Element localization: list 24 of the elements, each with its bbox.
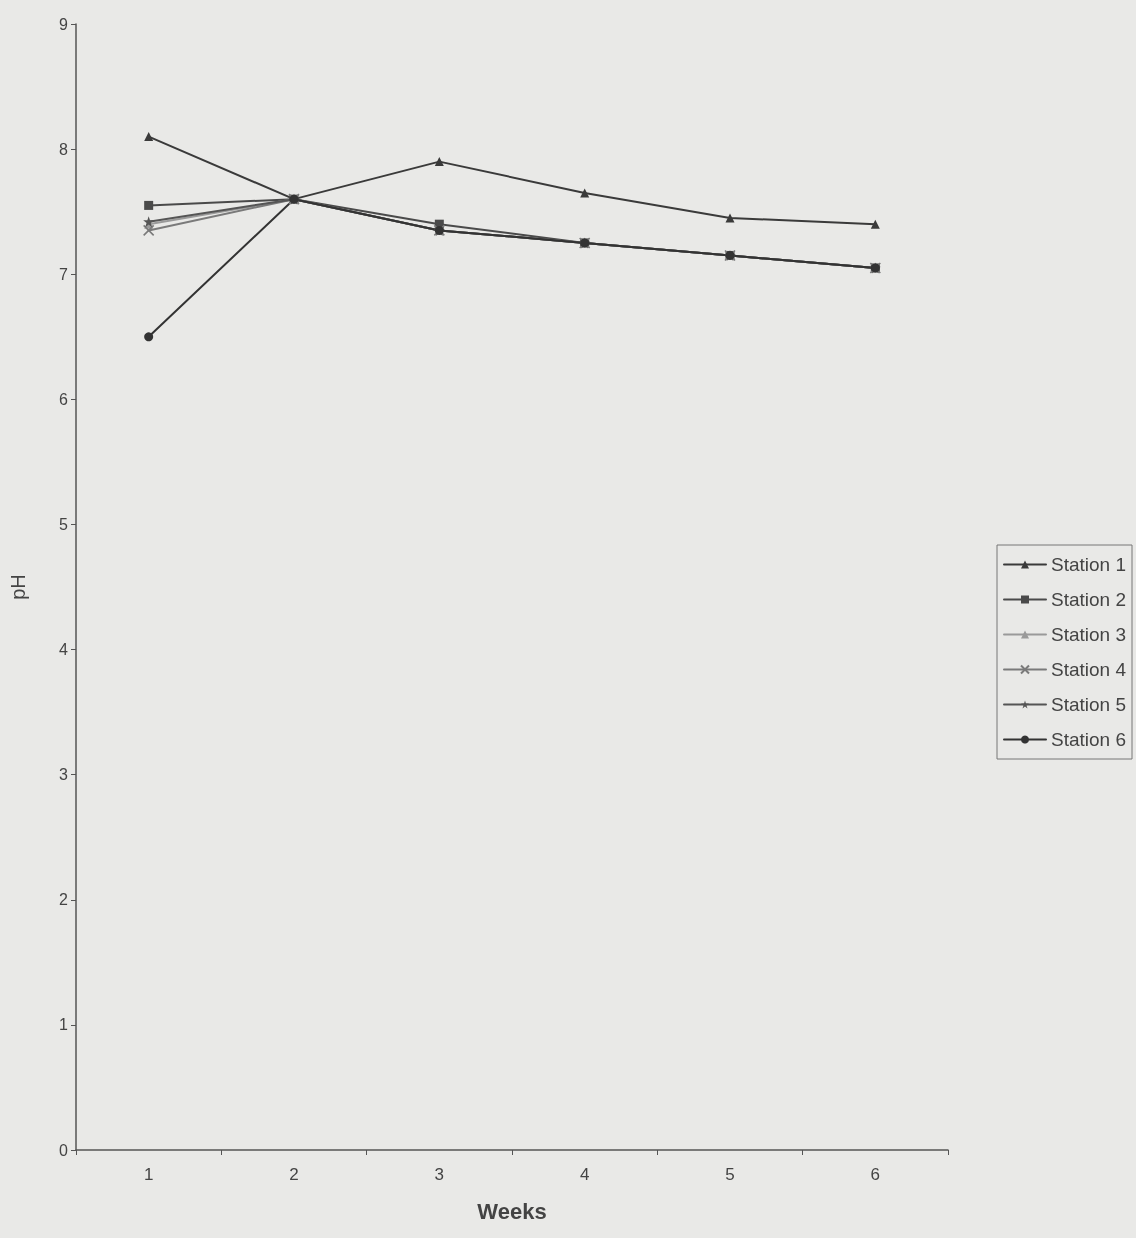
y-tick-label: 2	[59, 891, 69, 909]
legend-label: Station 1	[1051, 554, 1126, 575]
y-tick-label: 8	[59, 140, 69, 158]
y-axis-title: pH	[7, 574, 29, 600]
x-tick-label: 2	[289, 1165, 299, 1184]
y-tick-label: 7	[59, 265, 69, 283]
legend-label: Station 3	[1051, 624, 1126, 645]
y-tick-label: 0	[59, 1141, 69, 1159]
y-tick-label: 4	[59, 641, 69, 659]
legend-label: Station 6	[1051, 729, 1126, 750]
y-tick-label: 9	[59, 15, 69, 33]
y-tick-label: 6	[59, 390, 69, 408]
legend-label: Station 5	[1051, 694, 1126, 715]
x-tick-label: 6	[870, 1165, 881, 1184]
x-axis-title: Weeks	[477, 1198, 547, 1224]
y-tick-label: 3	[59, 766, 69, 784]
x-tick-label: 5	[725, 1165, 735, 1184]
y-tick-label: 1	[59, 1016, 69, 1034]
y-tick-label: 5	[59, 515, 69, 533]
x-tick-label: 1	[143, 1165, 154, 1184]
x-tick-label: 4	[579, 1165, 590, 1184]
legend-label: Station 4	[1051, 659, 1127, 680]
legend-label: Station 2	[1051, 589, 1126, 610]
x-tick-label: 3	[434, 1165, 445, 1184]
